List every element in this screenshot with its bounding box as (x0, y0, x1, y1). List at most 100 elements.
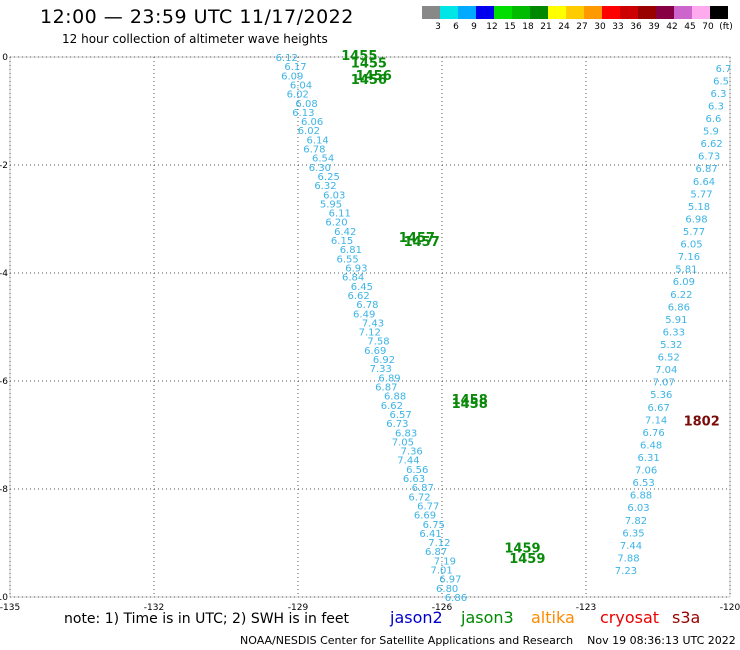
swh-value: 6.33 (663, 327, 685, 338)
swh-value: 6.55 (336, 254, 358, 265)
swh-value: 6.3 (711, 89, 727, 100)
swh-value: 6.22 (670, 290, 692, 301)
pass-number-label: 1802 (684, 415, 720, 430)
swh-value: 6.53 (632, 478, 654, 489)
swh-value: 6.57 (389, 410, 411, 421)
swh-value: 7.01 (431, 566, 453, 577)
y-axis-ticks: 0 -2 -4 -6 -8 -10 (0, 53, 8, 603)
pass-number-label: 1459 (509, 552, 545, 567)
swh-value: 6.04 (290, 80, 312, 91)
swh-value: 7.04 (655, 365, 677, 376)
swh-value: 7.06 (635, 466, 657, 477)
swh-value: 6.78 (303, 145, 325, 156)
scale-label: 39 (648, 22, 660, 32)
swh-value: 6.86 (668, 302, 690, 313)
swh-value: 6.3 (708, 101, 724, 112)
satellite-jason3: jason3 (461, 608, 514, 627)
color-scale: 3 6 9 12 15 18 21 24 27 30 33 36 39 42 45 70 (ft) (422, 6, 733, 32)
scale-swatch (422, 6, 440, 19)
y-tick-label: -6 (0, 377, 8, 387)
swh-value: 6.88 (630, 491, 652, 502)
swh-value: 7.14 (645, 415, 667, 426)
swh-value: 5.95 (320, 199, 342, 210)
swh-value: 6.09 (281, 71, 303, 82)
scale-label: 24 (558, 22, 570, 32)
swh-value: 6.05 (680, 240, 702, 251)
swh-value: 6.52 (658, 353, 680, 364)
x-tick-label: -126 (432, 603, 453, 613)
swh-value: 7.82 (625, 516, 647, 527)
swh-value: 6.84 (342, 273, 364, 284)
y-tick-label: -2 (0, 161, 8, 171)
satellite-altika: altika (531, 608, 575, 627)
scale-swatch (674, 6, 692, 19)
swh-value: 6.06 (301, 117, 323, 128)
scale-label: 70 (702, 22, 714, 32)
swh-value: 7.88 (617, 553, 639, 564)
swh-value: 5.18 (688, 202, 710, 213)
swh-value: 6.62 (700, 139, 722, 150)
pass-number-label: 1457 (404, 235, 440, 250)
swh-value: 7.23 (615, 566, 637, 577)
swh-value: 6.17 (284, 62, 306, 73)
swh-value: 6.56 (406, 465, 428, 476)
y-tick-label: -4 (0, 269, 8, 279)
scale-swatch (476, 6, 494, 19)
swh-value: 6.73 (386, 419, 408, 430)
swh-value: 6.92 (373, 355, 395, 366)
swh-value: 6.76 (643, 428, 665, 439)
scale-swatch (638, 6, 656, 19)
swh-value: 6.87 (695, 164, 717, 175)
scale-label: 27 (576, 22, 587, 32)
pass-number-label: 1458 (452, 397, 488, 412)
scale-label: 9 (471, 22, 477, 32)
scale-swatch (512, 6, 530, 19)
swh-value: 7.05 (392, 437, 414, 448)
x-axis-ticks: -135 -132 -129 -126 -123 -120 (0, 603, 740, 613)
swh-value: 6.25 (318, 172, 340, 183)
x-tick-label: -120 (720, 603, 740, 613)
scale-label: 3 (435, 22, 441, 32)
scale-label: 6 (453, 22, 459, 32)
swh-value: 5.81 (675, 265, 697, 276)
swh-value: 6.6 (706, 114, 722, 125)
swh-value: 6.03 (323, 190, 345, 201)
swh-value: 5.9 (703, 127, 719, 138)
swh-value: 6.69 (414, 511, 436, 522)
pass-number-label: 1457 (399, 231, 435, 246)
swh-value: 6.45 (351, 282, 373, 293)
swh-value: 6.63 (403, 474, 425, 485)
swh-value: 7.07 (653, 378, 675, 389)
swh-value: 6.7 (716, 64, 732, 75)
swh-value: 7.12 (359, 328, 381, 339)
swh-value: 6.75 (423, 520, 445, 531)
swh-value: 6.72 (408, 492, 430, 503)
footer-note: note: 1) Time is in UTC; 2) SWH is in fe… (64, 611, 350, 627)
scale-swatch (602, 6, 620, 19)
scale-swatch (548, 6, 566, 19)
grid-lines (9, 56, 731, 598)
swh-value: 7.44 (620, 541, 642, 552)
swh-value: 6.83 (395, 428, 417, 439)
scale-label: 42 (666, 22, 677, 32)
swh-value: 6.87 (375, 382, 397, 393)
scale-label: 18 (522, 22, 534, 32)
y-tick-label: -10 (0, 593, 8, 603)
swh-value: 6.12 (276, 53, 298, 64)
swh-value: 6.62 (381, 401, 403, 412)
swh-value: 6.86 (445, 593, 467, 604)
scale-swatch (440, 6, 458, 19)
swh-value: 6.48 (640, 440, 662, 451)
y-tick-label: -8 (0, 485, 8, 495)
swh-value: 6.64 (693, 177, 715, 188)
swh-value: 7.58 (367, 337, 389, 348)
swh-value: 6.87 (425, 547, 447, 558)
altimeter-track-b: 6.76.56.36.36.65.96.626.736.876.645.775.… (615, 64, 732, 577)
scale-swatch (584, 6, 602, 19)
y-tick-label: 0 (2, 53, 8, 63)
swh-value: 6.78 (356, 300, 378, 311)
swh-value: 6.87 (412, 483, 434, 494)
pass-number-label: 1459 (504, 541, 540, 556)
scale-swatch (566, 6, 584, 19)
